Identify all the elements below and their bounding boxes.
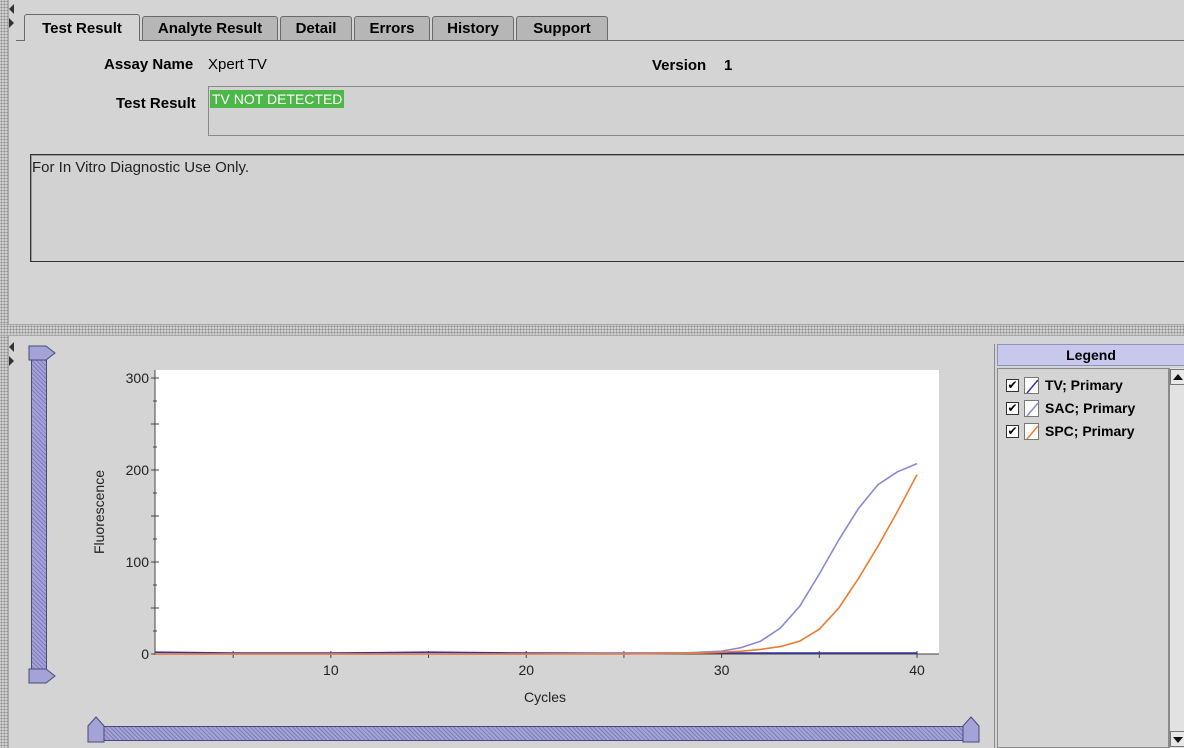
legend-checkbox[interactable]: ✔ — [1006, 377, 1019, 392]
test-result-value: TV NOT DETECTED — [210, 90, 345, 108]
legend-item-label: SAC; Primary — [1045, 400, 1136, 416]
y-zoom-top-handle[interactable] — [28, 345, 56, 361]
x-tick-label: 10 — [323, 662, 339, 678]
tab-detail[interactable]: Detail — [280, 16, 352, 40]
collapse-left-arrow-icon[interactable] — [9, 342, 14, 352]
tab-label: Test Result — [42, 19, 122, 37]
version-label: Version — [652, 57, 707, 74]
test-result-label: Test Result — [116, 95, 196, 112]
scroll-down-arrow-icon — [1173, 737, 1183, 743]
legend-scrollbar[interactable] — [1169, 368, 1184, 748]
legend-item-label: SPC; Primary — [1045, 423, 1135, 439]
legend-title-bar: Legend — [997, 344, 1184, 366]
expand-right-arrow-icon[interactable] — [9, 18, 14, 28]
fluorescence-chart: 0 100 200 300 10 20 30 40 Cycles Fluorescence — [91, 370, 939, 705]
x-zoom-bar[interactable] — [100, 726, 966, 741]
y-zoom-bar[interactable] — [31, 358, 47, 676]
assay-name-value: Xpert TV — [208, 56, 267, 73]
bottom-pane-splitter[interactable] — [0, 336, 9, 748]
y-tick-label: 200 — [126, 462, 150, 478]
series-line-spc — [155, 474, 918, 655]
x-zoom-right-handle[interactable] — [962, 716, 980, 744]
plot-area — [155, 370, 939, 654]
tab-label: Errors — [369, 20, 415, 37]
tab-test-result[interactable]: Test Result — [24, 14, 140, 41]
tab-label: Analyte Result — [157, 20, 263, 37]
series-line-tv — [154, 651, 917, 654]
axis-tick-labels: 0 100 200 300 10 20 30 40 — [126, 370, 925, 678]
series-color-swatch-icon — [1024, 422, 1039, 440]
legend-title: Legend — [1066, 347, 1116, 363]
tab-label: Detail — [295, 20, 337, 37]
legend-list: ✔ TV; Primary ✔ SAC; Primary ✔ SPC; Primary — [997, 368, 1169, 748]
expand-right-arrow-icon[interactable] — [9, 356, 14, 366]
tab-support[interactable]: Support — [516, 16, 608, 40]
tab-label: History — [447, 20, 499, 37]
scroll-up-arrow-icon — [1173, 374, 1183, 380]
notes-text: For In Vitro Diagnostic Use Only. — [32, 159, 250, 176]
tab-strip-border — [16, 40, 1184, 41]
series-color-swatch-icon — [1024, 376, 1039, 394]
top-pane-splitter[interactable] — [0, 0, 9, 326]
tab-label: Support — [533, 20, 591, 37]
y-tick-label: 100 — [126, 554, 150, 570]
legend-item[interactable]: ✔ TV; Primary — [1006, 375, 1123, 395]
assay-name-label: Assay Name — [104, 56, 194, 73]
test-result-field: TV NOT DETECTED — [208, 86, 1184, 136]
tab-analyte-result[interactable]: Analyte Result — [142, 16, 278, 40]
x-tick-label: 40 — [909, 662, 925, 678]
horizontal-pane-splitter[interactable] — [0, 324, 1184, 336]
y-axis-label: Fluorescence — [91, 470, 107, 554]
tab-errors[interactable]: Errors — [354, 16, 430, 40]
series-color-swatch-icon — [1024, 399, 1039, 417]
legend-item-label: TV; Primary — [1045, 377, 1123, 393]
legend-item[interactable]: ✔ SAC; Primary — [1006, 398, 1135, 418]
x-tick-label: 30 — [714, 662, 730, 678]
legend-item[interactable]: ✔ SPC; Primary — [1006, 421, 1134, 441]
legend-checkbox[interactable]: ✔ — [1006, 423, 1019, 438]
collapse-left-arrow-icon[interactable] — [9, 4, 14, 14]
series-lines — [154, 462, 918, 655]
version-value: 1 — [724, 57, 733, 74]
y-zoom-bottom-handle[interactable] — [28, 668, 56, 684]
y-tick-label: 0 — [141, 646, 149, 662]
x-axis-label: Cycles — [524, 689, 566, 705]
notes-box — [30, 154, 1184, 262]
legend-panel: Legend ✔ TV; Primary ✔ SAC; Primary ✔ SPC; Pr… — [994, 344, 1184, 748]
x-tick-label: 20 — [518, 662, 534, 678]
y-tick-label: 300 — [126, 370, 150, 386]
x-zoom-left-handle[interactable] — [87, 716, 105, 744]
scroll-up-button[interactable] — [1170, 369, 1184, 385]
tab-history[interactable]: History — [432, 16, 514, 40]
scroll-down-button[interactable] — [1170, 731, 1184, 747]
legend-checkbox[interactable]: ✔ — [1006, 400, 1019, 415]
